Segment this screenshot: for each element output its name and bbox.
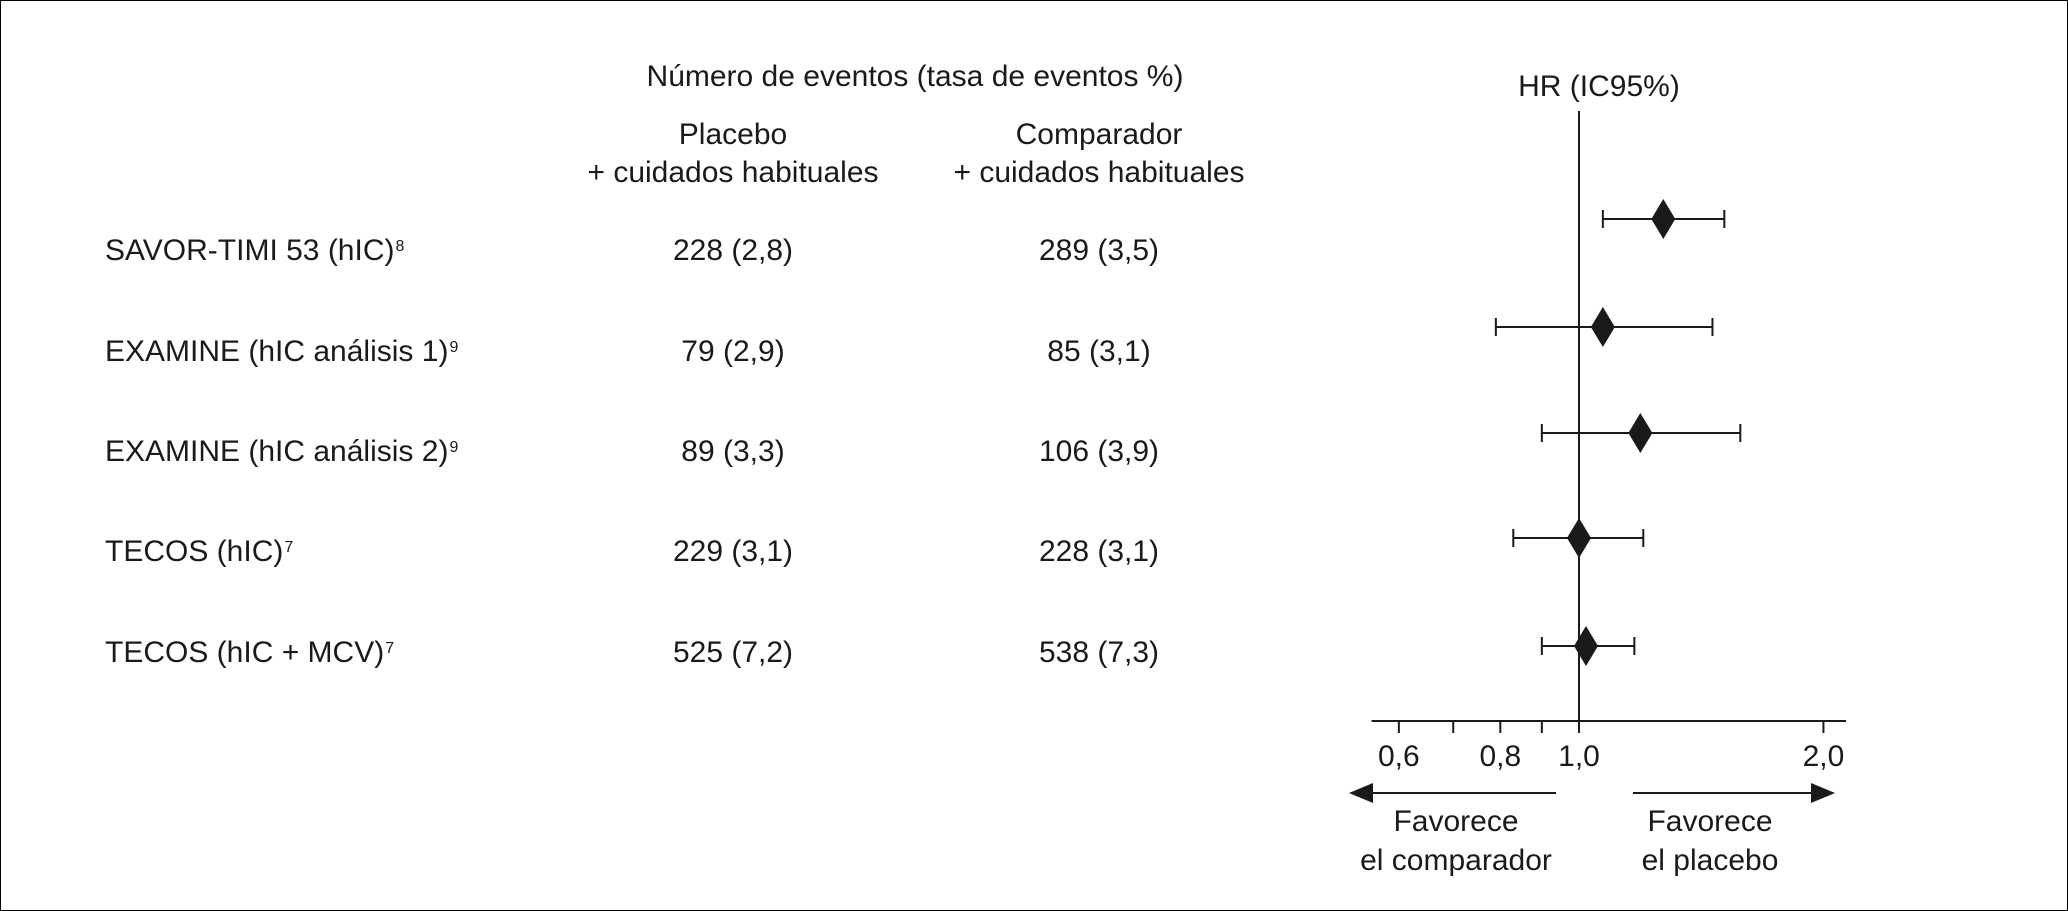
comparator-events: 106 (3,9) <box>1038 435 1160 468</box>
x-tick-label: 0,8 <box>1479 740 1521 773</box>
study-reference: 7 <box>284 539 294 556</box>
comparator-events: 538 (7,3) <box>1038 636 1160 669</box>
hr-point-diamond <box>1628 413 1653 453</box>
comparator-header-line1: Comparador <box>1015 118 1183 151</box>
study-reference: 8 <box>395 238 405 255</box>
placebo-header-line1: Placebo <box>678 118 788 151</box>
hr-point-diamond <box>1567 518 1591 558</box>
comparator-header-line2: + cuidados habituales <box>953 156 1245 189</box>
favors-placebo-line1: Favorece <box>1647 805 1772 838</box>
study-name: EXAMINE (hIC análisis 1) <box>105 335 449 368</box>
hr-point-diamond <box>1651 199 1676 239</box>
favors-placebo-arrowhead <box>1811 783 1835 803</box>
hr-point-diamond <box>1573 626 1598 666</box>
study-reference: 9 <box>449 339 459 356</box>
hr-point-diamond <box>1590 307 1615 347</box>
study-name: TECOS (hIC + MCV) <box>105 636 385 669</box>
study-name: TECOS (hIC) <box>105 535 284 568</box>
comparator-events: 228 (3,1) <box>1038 535 1160 568</box>
study-label: TECOS (hIC)7 <box>105 533 293 571</box>
study-name: SAVOR-TIMI 53 (hIC) <box>105 234 395 267</box>
study-name: EXAMINE (hIC análisis 2) <box>105 435 449 468</box>
study-label: EXAMINE (hIC análisis 2)9 <box>105 433 458 471</box>
hr-title: HR (IC95%) <box>1518 70 1680 103</box>
placebo-events: 89 (3,3) <box>681 435 785 468</box>
favors-comparator-arrowhead <box>1349 783 1373 803</box>
study-reference: 9 <box>449 439 459 456</box>
favors-comparator-line2: el comparador <box>1360 844 1552 877</box>
x-tick-label: 2,0 <box>1803 740 1845 773</box>
study-label: TECOS (hIC + MCV)7 <box>105 634 394 672</box>
placebo-events: 229 (3,1) <box>672 535 794 568</box>
placebo-events: 79 (2,9) <box>681 335 785 368</box>
placebo-events: 228 (2,8) <box>672 234 794 267</box>
comparator-events: 85 (3,1) <box>1047 335 1151 368</box>
study-label: SAVOR-TIMI 53 (hIC)8 <box>105 232 404 270</box>
x-tick-label: 1,0 <box>1558 740 1600 773</box>
favors-comparator-line1: Favorece <box>1393 805 1518 838</box>
placebo-header-line2: + cuidados habituales <box>587 156 879 189</box>
placebo-events: 525 (7,2) <box>672 636 794 669</box>
study-label: EXAMINE (hIC análisis 1)9 <box>105 333 458 371</box>
events-column-title: Número de eventos (tasa de eventos %) <box>646 60 1184 93</box>
comparator-events: 289 (3,5) <box>1038 234 1160 267</box>
study-reference: 7 <box>385 640 395 657</box>
favors-placebo-line2: el placebo <box>1642 844 1779 877</box>
x-tick-label: 0,6 <box>1378 740 1420 773</box>
